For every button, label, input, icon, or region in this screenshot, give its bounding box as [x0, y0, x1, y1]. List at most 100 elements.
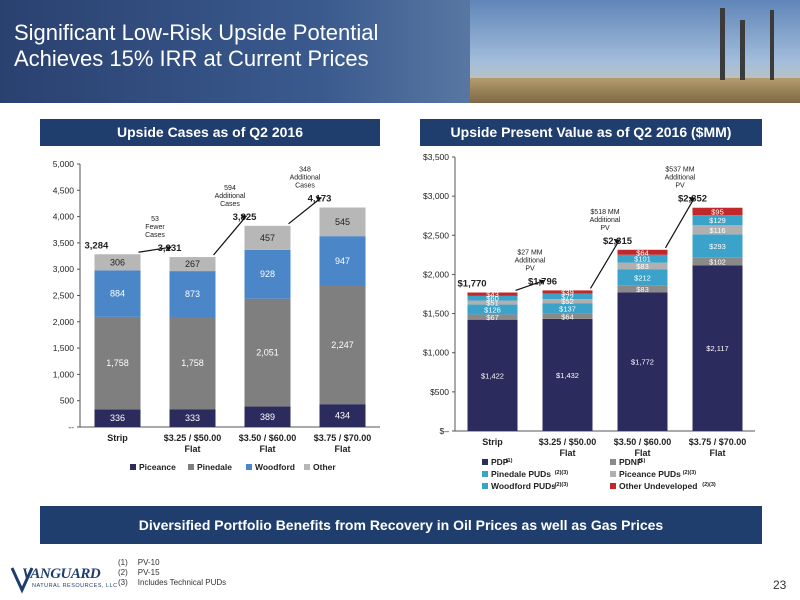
data-label: $293 [709, 242, 726, 251]
annotation-arrowhead [240, 214, 247, 220]
x-tick-label: $3.50 / $60.00 [239, 433, 297, 443]
annotation-text: Cases [220, 201, 240, 208]
data-label: $51 [486, 299, 499, 308]
legend-swatch [482, 483, 488, 489]
bar-segment [692, 265, 743, 431]
data-label: 947 [335, 256, 350, 266]
y-tick-label: $– [440, 426, 450, 436]
annotation-text: PV [600, 225, 610, 232]
bar-segment [542, 290, 593, 294]
slide-title: Significant Low-Risk Upside Potential Ac… [14, 20, 378, 72]
data-label: $126 [484, 306, 501, 315]
bar-segment [94, 409, 141, 427]
footnote-text: PV-10 [137, 558, 160, 567]
bar-segment [542, 313, 593, 319]
bar-segment [94, 270, 141, 317]
left-panel-title: Upside Cases as of Q2 2016 [40, 119, 380, 146]
y-tick-label: $3,500 [423, 152, 449, 162]
legend-swatch [482, 471, 488, 477]
bar-segment [617, 269, 668, 286]
data-label: 545 [335, 217, 350, 227]
data-label: 336 [110, 413, 125, 423]
x-tick-label: Flat [634, 448, 650, 458]
y-tick-label: $1,500 [423, 309, 449, 319]
data-label: $95 [711, 207, 724, 216]
bar-segment [169, 257, 216, 272]
footnote-mark: (3) [118, 578, 128, 587]
data-label: $101 [634, 255, 651, 264]
data-label: 873 [185, 289, 200, 299]
bar-segment [692, 257, 743, 266]
footnote-text: PV-15 [137, 568, 160, 577]
data-label: $60 [486, 294, 499, 303]
x-tick-label: $3.75 / $70.00 [689, 437, 747, 447]
x-tick-label: Flat [334, 444, 350, 454]
total-label: 3,284 [85, 240, 109, 251]
data-label: $83 [636, 262, 649, 271]
legend-swatch [482, 459, 488, 465]
logo-subtitle: NATURAL RESOURCES, LLC [32, 583, 118, 589]
data-label: $64 [636, 248, 649, 257]
legend-label: Other [313, 462, 336, 472]
y-tick-label: $500 [430, 387, 449, 397]
annotation-text: PV [525, 265, 535, 272]
data-label: $2,117 [706, 344, 728, 353]
annotation-arrow [213, 215, 247, 256]
legend-superscript: (2)(3) [555, 482, 569, 488]
legend-superscript: (2)(3) [702, 482, 716, 488]
y-tick-label: 2,500 [53, 291, 75, 301]
annotation-text: Additional [215, 193, 246, 200]
footnote-mark: (1) [118, 558, 128, 567]
bar-segment [169, 409, 216, 427]
header-photo-rig-2 [740, 20, 745, 80]
annotation-text: PV [675, 183, 685, 190]
page-number: 23 [773, 578, 787, 592]
annotation-arrow [664, 197, 696, 249]
bar-segment [319, 207, 366, 237]
x-tick-label: Strip [107, 433, 128, 443]
data-label: 389 [260, 412, 275, 422]
data-label: $116 [709, 226, 725, 235]
footnote-1: (1) PV-10 [118, 558, 226, 568]
right-panel-title: Upside Present Value as of Q2 2016 ($MM) [420, 119, 762, 146]
logo-text: VANGUARD [22, 566, 101, 582]
bar-segment [244, 298, 291, 407]
annotation-text: Additional [515, 257, 546, 264]
annotation-text: Additional [665, 175, 696, 182]
y-tick-label: $1,000 [423, 348, 449, 358]
data-label: 928 [260, 269, 275, 279]
annotation-text: $537 MM [665, 167, 694, 174]
y-tick-label: 3,000 [53, 264, 75, 274]
data-label: $67 [486, 313, 499, 322]
legend-swatch [246, 464, 252, 470]
bar-segment [467, 295, 518, 301]
y-tick-label: $2,500 [423, 230, 449, 240]
bar-segment [467, 292, 518, 296]
footnotes: (1) PV-10 (2) PV-15 (3) Includes Technical … [118, 558, 226, 588]
header-photo-rig [720, 8, 725, 80]
bar-segment [617, 249, 668, 255]
data-label: $43 [486, 290, 499, 299]
bar-segment [467, 314, 518, 320]
bar-segment [692, 234, 743, 258]
bar-segment [244, 406, 291, 427]
legend-swatch [188, 464, 194, 470]
bar-segment [319, 404, 366, 427]
data-label: $1,422 [481, 371, 504, 380]
bar-segment [467, 319, 518, 431]
slide-title-line1: Significant Low-Risk Upside Potential [14, 20, 379, 45]
annotation-text: 348 [299, 167, 311, 174]
legend-superscript: (1) [639, 458, 646, 464]
annotation-text: $518 MM [590, 209, 619, 216]
y-tick-label: -- [68, 422, 74, 432]
bar-segment [542, 299, 593, 304]
bar-segment [692, 225, 743, 235]
bar-segment [692, 207, 743, 216]
legend-label: Pinedale PUDs [491, 469, 551, 479]
data-label: 2,247 [331, 340, 354, 350]
annotation-arrowhead [165, 246, 172, 252]
y-tick-label: 4,000 [53, 212, 75, 222]
annotation-text: Additional [590, 217, 621, 224]
data-label: $83 [636, 285, 649, 294]
y-tick-label: 1,500 [53, 343, 75, 353]
